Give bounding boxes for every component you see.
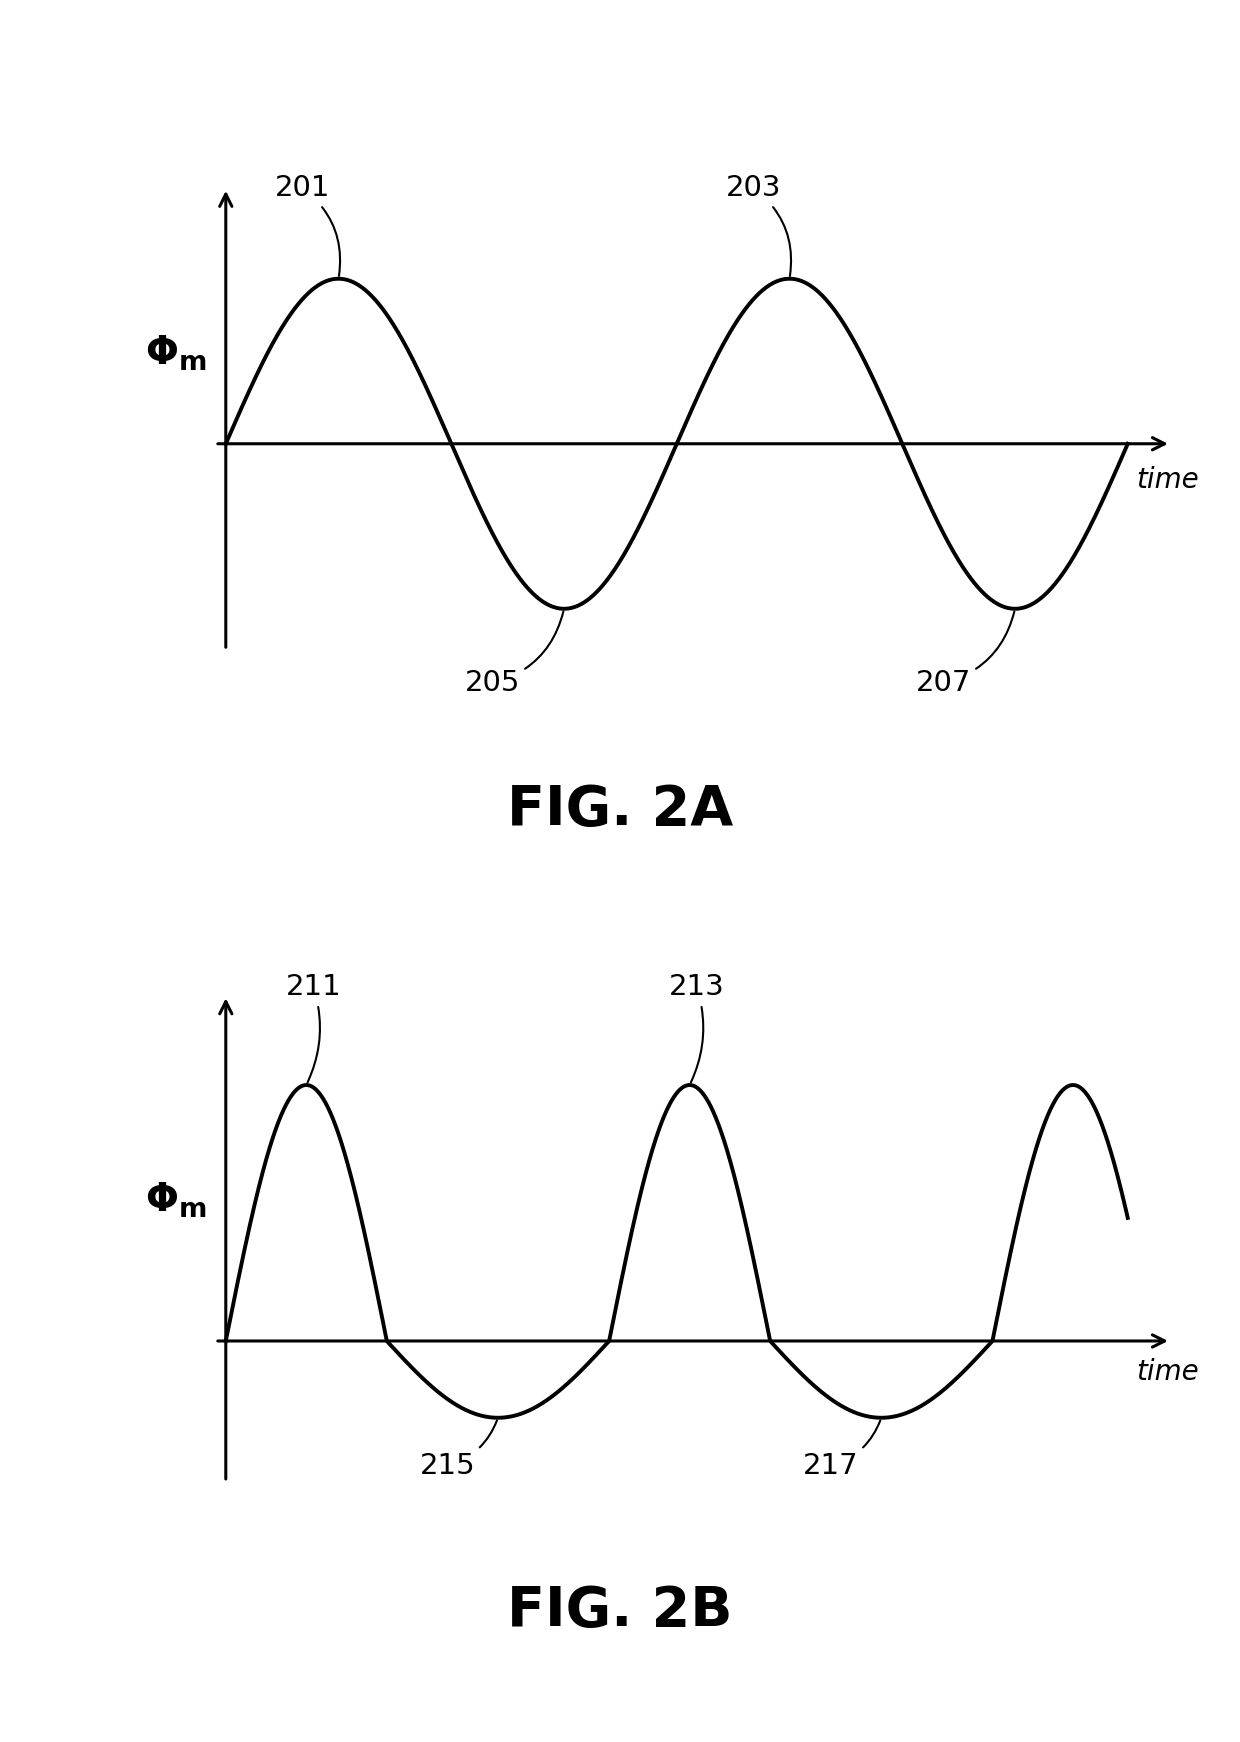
Text: 207: 207 (915, 611, 1014, 697)
Text: 211: 211 (285, 974, 341, 1082)
Text: $\mathbf{\Phi_m}$: $\mathbf{\Phi_m}$ (145, 333, 206, 373)
Text: 213: 213 (668, 974, 724, 1082)
Text: 215: 215 (420, 1420, 497, 1481)
Text: time: time (1136, 467, 1199, 495)
Text: $\mathbf{\Phi_m}$: $\mathbf{\Phi_m}$ (145, 1181, 206, 1219)
Text: 217: 217 (804, 1420, 880, 1481)
Text: 201: 201 (275, 174, 340, 275)
Text: time: time (1136, 1357, 1199, 1385)
Text: 203: 203 (725, 174, 791, 275)
Text: 205: 205 (465, 611, 563, 697)
Text: FIG. 2B: FIG. 2B (507, 1585, 733, 1637)
Text: FIG. 2A: FIG. 2A (507, 784, 733, 836)
